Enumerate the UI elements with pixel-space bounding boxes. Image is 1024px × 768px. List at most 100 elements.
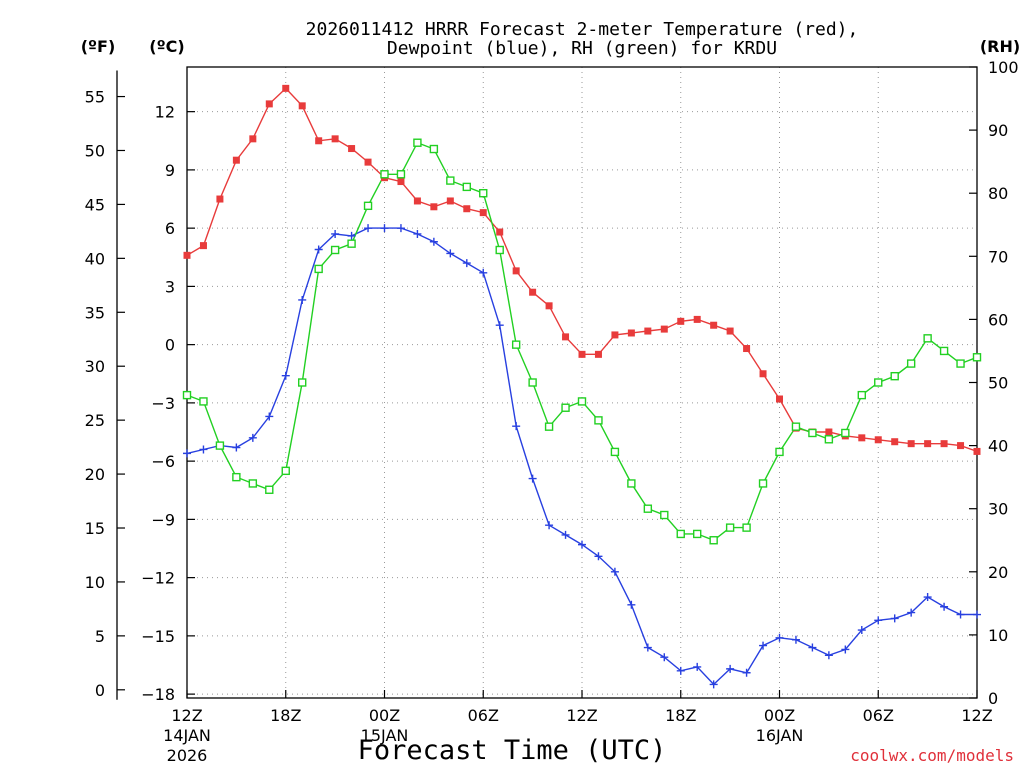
rh-point: [791, 422, 801, 431]
rh-point: [479, 188, 488, 198]
dewpoint-point: [380, 224, 389, 233]
dewpoint-point: [857, 626, 866, 635]
rh-point: [627, 479, 636, 488]
temperature-point: [348, 145, 356, 153]
rh-point: [462, 182, 471, 192]
celsius-tick-label: 6: [165, 219, 175, 238]
x-axis-title: Forecast Time (UTC): [358, 735, 667, 766]
celsius-tick-label: −3: [151, 394, 175, 413]
rh-point: [363, 201, 373, 211]
temperature-point: [858, 434, 866, 442]
dewpoint-point: [265, 412, 274, 421]
temperature-point: [512, 267, 520, 275]
rh-point: [824, 435, 834, 444]
dewpoint-series-line: [186, 227, 977, 686]
rh-point: [610, 447, 620, 457]
celsius-tick-label: −6: [151, 452, 175, 471]
dewpoint-point: [907, 608, 916, 617]
dewpoint-point: [545, 521, 554, 530]
temperature-point: [413, 197, 421, 205]
dewpoint-point: [561, 530, 570, 539]
temperature-point: [545, 302, 553, 310]
dewpoint-point: [643, 643, 652, 652]
x-tick-label: 00Z: [369, 706, 400, 725]
dewpoint-point: [660, 653, 669, 662]
rh-point: [182, 390, 192, 400]
rh-point: [561, 403, 570, 412]
rh-point: [775, 447, 784, 457]
dewpoint-point: [693, 662, 702, 671]
rh-point: [857, 390, 866, 400]
celsius-tick-label: −9: [151, 510, 175, 529]
temperature-point: [759, 370, 767, 378]
fahrenheit-tick-label: 0: [95, 681, 105, 700]
x-tick-label: 12Z: [566, 706, 597, 725]
chart-title-line2: Dewpoint (blue), RH (green) for KRDU: [387, 38, 777, 59]
dewpoint-point: [676, 666, 685, 675]
dewpoint-point: [923, 593, 932, 602]
rh-point: [709, 536, 718, 545]
rh-point: [693, 529, 702, 539]
dewpoint-point: [314, 245, 323, 254]
dewpoint-point: [512, 422, 521, 431]
dewpoint-point: [726, 664, 735, 673]
rh-point: [939, 346, 949, 356]
rh-tick-label: 20: [988, 563, 1008, 582]
rh-point: [676, 529, 685, 539]
dewpoint-point: [808, 643, 817, 652]
rh-point: [577, 397, 587, 406]
temperature-point: [743, 345, 751, 353]
rh-point: [495, 245, 504, 255]
temperature-point: [776, 395, 783, 403]
temperature-point: [660, 325, 668, 333]
dewpoint-point: [578, 540, 586, 549]
series-markers: [182, 84, 982, 689]
celsius-tick-label: −12: [141, 569, 175, 588]
rh-tick-label: 10: [988, 626, 1008, 645]
dewpoint-point: [627, 600, 636, 609]
temperature-point: [479, 209, 487, 217]
fahrenheit-tick-label: 30: [85, 357, 105, 376]
fahrenheit-tick-label: 55: [85, 88, 105, 107]
celsius-unit-label: (ºC): [149, 37, 184, 56]
rh-point: [594, 416, 603, 425]
fahrenheit-tick-label: 35: [85, 303, 105, 322]
rh-point: [413, 138, 422, 147]
rh-point: [528, 378, 537, 387]
dewpoint-point: [331, 229, 340, 238]
rh-tick-label: 80: [988, 184, 1008, 203]
rh-point: [232, 472, 241, 482]
x-tick-label: 00Z: [764, 706, 795, 725]
rh-point: [841, 428, 850, 438]
fahrenheit-tick-label: 50: [85, 141, 105, 160]
temperature-point: [940, 440, 948, 448]
fahrenheit-tick-label: 15: [85, 519, 105, 538]
rh-point: [758, 479, 768, 488]
rh-point: [265, 485, 274, 494]
temperature-point: [874, 436, 882, 444]
temperature-point: [693, 315, 701, 323]
dewpoint-point: [940, 602, 949, 611]
rh-point: [281, 466, 290, 476]
chart-title-line1: 2026011412 HRRR Forecast 2-meter Tempera…: [306, 19, 859, 40]
rh-tick-label: 50: [988, 374, 1008, 393]
temperature-point: [265, 100, 273, 108]
rh-point: [298, 378, 307, 387]
dewpoint-point: [824, 651, 833, 660]
temperature-point: [907, 440, 915, 448]
dewpoint-point: [248, 433, 257, 442]
dewpoint-point: [462, 259, 471, 268]
credit-text: coolwx.com/models: [850, 746, 1014, 765]
x-tick-label: 06Z: [468, 706, 499, 725]
dewpoint-point: [364, 224, 373, 233]
dewpoint-point: [874, 616, 883, 625]
rh-tick-label: 70: [988, 247, 1008, 266]
temperature-point: [249, 135, 257, 143]
rh-point: [544, 422, 554, 431]
rh-point: [199, 397, 208, 406]
x-tick-date-label: 14JAN: [163, 726, 211, 745]
temperature-point: [397, 178, 405, 186]
